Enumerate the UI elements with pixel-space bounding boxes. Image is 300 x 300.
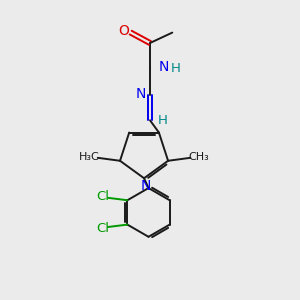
- Text: Cl: Cl: [96, 222, 109, 235]
- Text: N: N: [140, 179, 151, 193]
- Text: Cl: Cl: [96, 190, 109, 202]
- Text: H₃C: H₃C: [79, 152, 100, 162]
- Text: H: H: [170, 62, 180, 75]
- Text: H: H: [158, 114, 167, 128]
- Text: N: N: [159, 60, 169, 74]
- Text: N: N: [135, 87, 146, 101]
- Text: O: O: [119, 24, 130, 38]
- Text: CH₃: CH₃: [188, 152, 209, 162]
